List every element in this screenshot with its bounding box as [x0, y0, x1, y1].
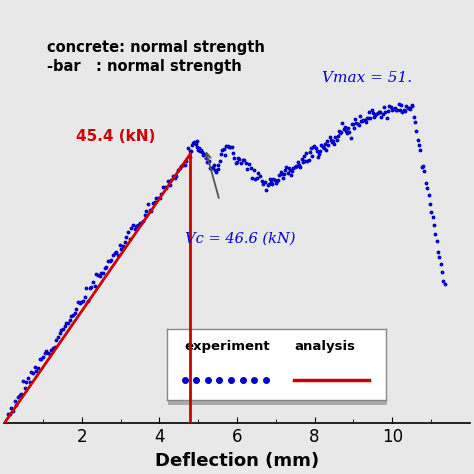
Text: Vmax = 51.: Vmax = 51. [322, 71, 412, 85]
Text: 45.4 (kN): 45.4 (kN) [76, 129, 155, 144]
X-axis label: Deflection (mm): Deflection (mm) [155, 452, 319, 470]
Text: concrete: normal strength: concrete: normal strength [47, 40, 265, 55]
Text: -bar   : normal strength: -bar : normal strength [47, 59, 242, 74]
Text: Vc = 46.6 (kN): Vc = 46.6 (kN) [184, 231, 295, 245]
